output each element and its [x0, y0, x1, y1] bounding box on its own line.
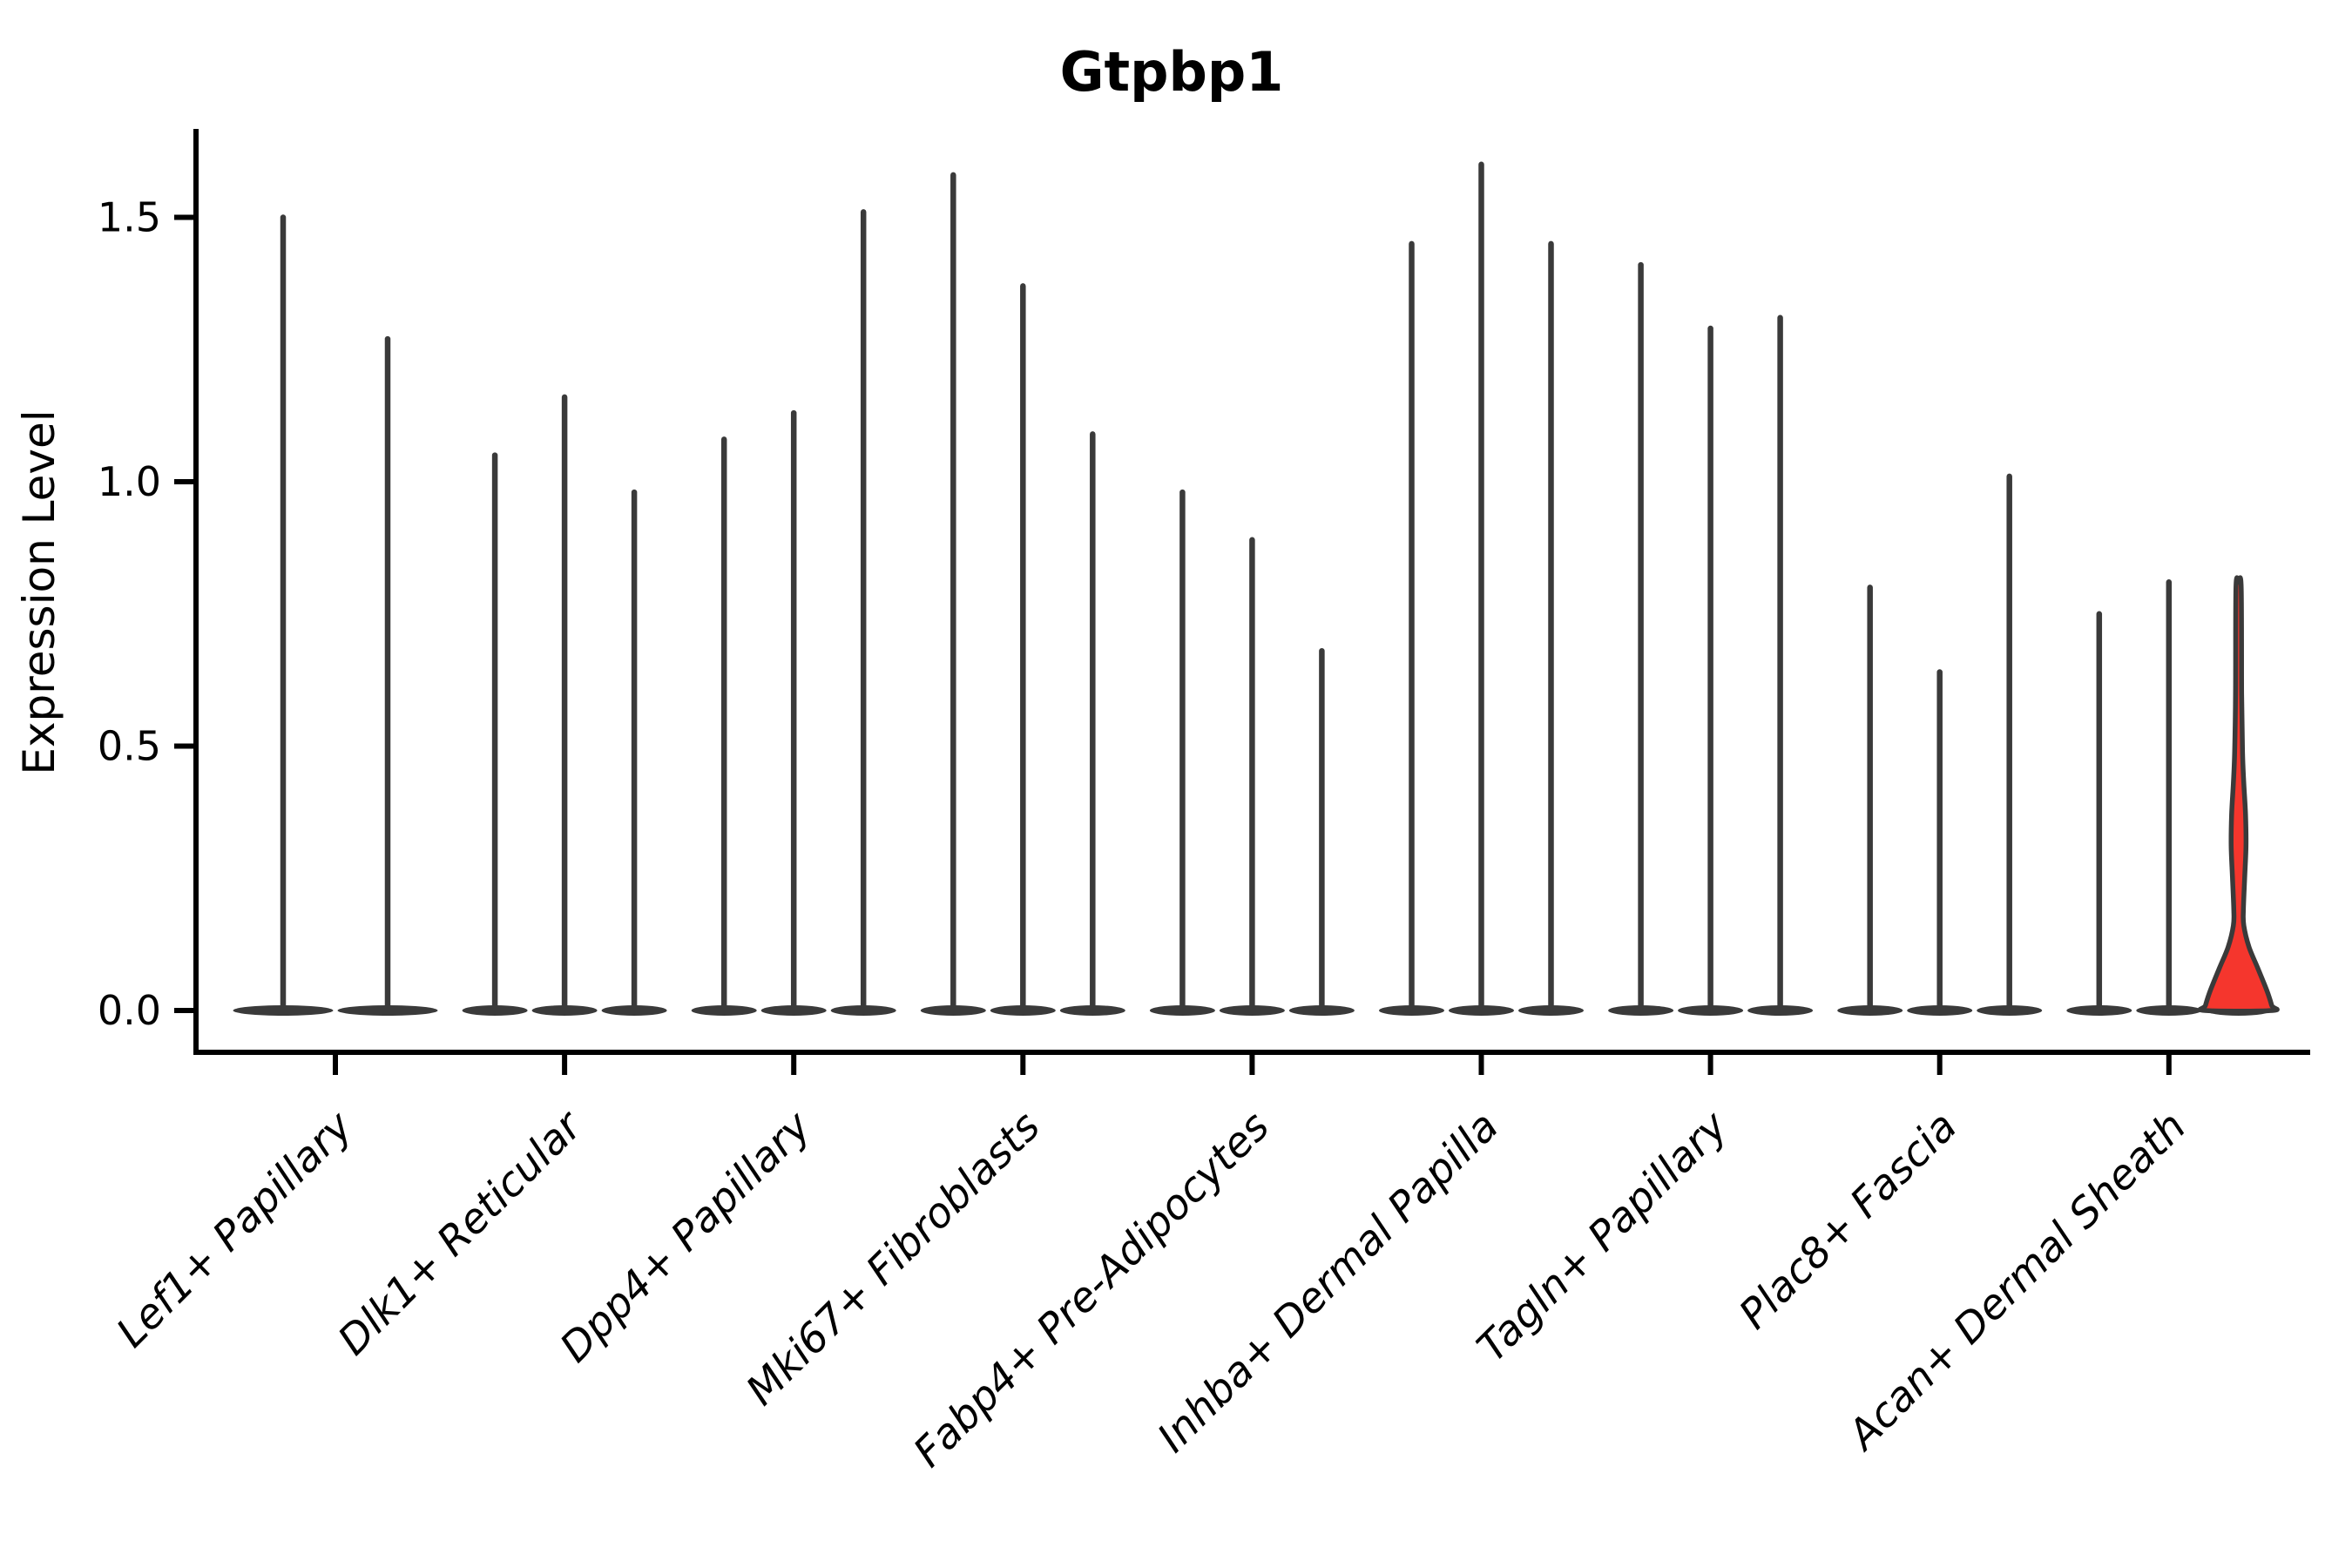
- y-tick-label: 1.5: [98, 194, 161, 241]
- chart-title: Gtpbp1: [1060, 40, 1284, 104]
- y-tick-label: 1.0: [98, 458, 161, 505]
- x-tick-label: Lef1+ Papillary: [107, 1102, 362, 1357]
- x-tick-label: Plac8+ Fascia: [1730, 1103, 1966, 1339]
- y-axis-label: Expression Level: [14, 409, 64, 774]
- y-tick-label: 0.5: [98, 723, 161, 770]
- x-tick-label: Dpp4+ Papillary: [551, 1102, 821, 1372]
- violin-layer: [233, 161, 2280, 1016]
- y-tick-label: 0.0: [98, 987, 161, 1034]
- x-tick-label: Tagln+ Papillary: [1468, 1102, 1738, 1372]
- x-tick-label: Dlk1+ Reticular: [329, 1101, 593, 1365]
- highlighted-violin: [2197, 575, 2280, 1014]
